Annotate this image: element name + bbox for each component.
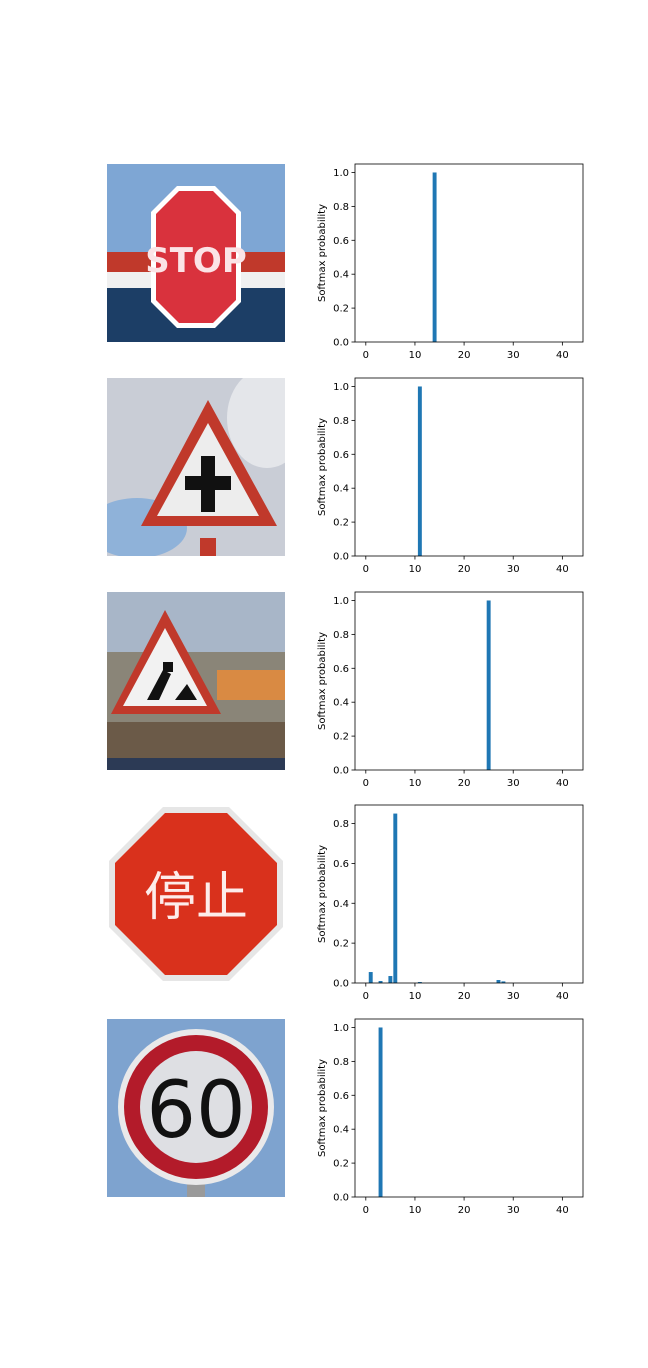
y-tick-label: 0.6 bbox=[333, 664, 349, 675]
plot-frame bbox=[354, 591, 584, 771]
y-tick-label: 0.8 bbox=[333, 1057, 349, 1068]
x-tick-label: 10 bbox=[409, 991, 422, 1002]
right-of-way-intersection-sign-image bbox=[107, 378, 285, 556]
x-tick-label: 10 bbox=[409, 350, 422, 361]
y-tick-label: 1.0 bbox=[333, 382, 349, 393]
y-tick-label: 1.0 bbox=[333, 1023, 349, 1034]
x-tick-label: 0 bbox=[363, 1205, 369, 1216]
y-tick-label: 0.2 bbox=[333, 304, 349, 315]
y-tick-label: 0.2 bbox=[333, 518, 349, 529]
y-tick-label: 0.8 bbox=[333, 416, 349, 427]
y-tick-label: 0.0 bbox=[333, 338, 349, 349]
chart-1: 0 10 20 30 40 0.0 0.2 0.4 0.6 0.8 1.0 Softmax proba… bbox=[317, 163, 584, 361]
bar bbox=[432, 172, 437, 342]
x-tick-label: 0 bbox=[363, 991, 369, 1002]
x-tick-label: 0 bbox=[363, 564, 369, 575]
y-tick-label: 0.8 bbox=[333, 202, 349, 213]
y-axis-label: Softmax probability bbox=[317, 418, 328, 516]
x-tick-label: 30 bbox=[507, 991, 520, 1002]
x-tick-label: 10 bbox=[409, 778, 422, 789]
y-tick-label: 0.4 bbox=[333, 899, 349, 910]
x-tick-label: 0 bbox=[363, 778, 369, 789]
x-tick-label: 40 bbox=[556, 991, 569, 1002]
bar bbox=[378, 981, 383, 983]
x-tick-label: 30 bbox=[507, 564, 520, 575]
y-tick-label: 0.6 bbox=[333, 859, 349, 870]
y-axis-label: Softmax probability bbox=[317, 204, 328, 302]
plot-frame bbox=[354, 804, 584, 984]
road-work-sign-image bbox=[107, 592, 285, 770]
chart-2: 0 10 20 30 40 0.0 0.2 0.4 0.6 0.8 1.0 Softmax proba… bbox=[317, 377, 584, 575]
y-tick-label: 0.6 bbox=[333, 450, 349, 461]
y-tick-label: 1.0 bbox=[333, 168, 349, 179]
y-tick-label: 0.0 bbox=[333, 1193, 349, 1204]
japanese-stop-text: 停止 bbox=[144, 868, 248, 928]
x-tick-label: 20 bbox=[458, 1205, 471, 1216]
y-tick-label: 1.0 bbox=[333, 596, 349, 607]
y-tick-label: 0.0 bbox=[333, 766, 349, 777]
bar bbox=[501, 981, 506, 983]
bar bbox=[417, 386, 422, 556]
bar bbox=[368, 972, 373, 983]
x-tick-label: 20 bbox=[458, 350, 471, 361]
x-tick-label: 10 bbox=[409, 1205, 422, 1216]
y-tick-label: 0.8 bbox=[333, 630, 349, 641]
x-tick-label: 30 bbox=[507, 778, 520, 789]
y-tick-label: 0.4 bbox=[333, 698, 349, 709]
y-tick-label: 0.4 bbox=[333, 1125, 349, 1136]
plot-frame bbox=[354, 377, 584, 557]
x-tick-label: 20 bbox=[458, 991, 471, 1002]
x-tick-label: 40 bbox=[556, 564, 569, 575]
chart-3: 0 10 20 30 40 0.0 0.2 0.4 0.6 0.8 1.0 Softmax proba… bbox=[317, 591, 584, 789]
y-tick-label: 0.2 bbox=[333, 1159, 349, 1170]
y-tick-label: 0.2 bbox=[333, 732, 349, 743]
x-tick-label: 40 bbox=[556, 778, 569, 789]
y-tick-label: 0.6 bbox=[333, 236, 349, 247]
y-axis-label: Softmax probability bbox=[317, 1059, 328, 1157]
plot-frame bbox=[354, 163, 584, 343]
y-axis-label: Softmax probability bbox=[317, 845, 328, 943]
y-axis-label: Softmax probability bbox=[317, 632, 328, 730]
x-tick-label: 30 bbox=[507, 1205, 520, 1216]
bar bbox=[378, 1027, 383, 1197]
bar bbox=[417, 982, 422, 983]
bar bbox=[393, 813, 398, 983]
y-tick-label: 0.8 bbox=[333, 819, 349, 830]
stop-sign-text: STOP bbox=[145, 241, 247, 281]
chart-4: 0 10 20 30 40 0.0 0.2 0.4 0.6 0.8 Softmax probabil… bbox=[317, 804, 584, 1002]
x-tick-label: 20 bbox=[458, 564, 471, 575]
bar bbox=[486, 600, 491, 770]
speed-limit-60-sign-image: 60 bbox=[107, 1019, 285, 1197]
bar bbox=[388, 976, 393, 983]
x-tick-label: 20 bbox=[458, 778, 471, 789]
chart-5: 0 10 20 30 40 0.0 0.2 0.4 0.6 0.8 1.0 Softmax proba… bbox=[317, 1018, 584, 1216]
x-tick-label: 40 bbox=[556, 350, 569, 361]
speed-limit-text: 60 bbox=[146, 1066, 245, 1156]
stop-sign-image: STOP bbox=[107, 164, 285, 342]
y-tick-label: 0.0 bbox=[333, 552, 349, 563]
y-tick-label: 0.4 bbox=[333, 484, 349, 495]
y-tick-label: 0.4 bbox=[333, 270, 349, 281]
x-tick-label: 30 bbox=[507, 350, 520, 361]
x-tick-label: 40 bbox=[556, 1205, 569, 1216]
japanese-stop-sign-image: 停止 bbox=[107, 805, 285, 983]
y-tick-label: 0.0 bbox=[333, 979, 349, 990]
bar bbox=[496, 980, 501, 983]
plot-frame bbox=[354, 1018, 584, 1198]
x-tick-label: 0 bbox=[363, 350, 369, 361]
y-tick-label: 0.6 bbox=[333, 1091, 349, 1102]
y-tick-label: 0.2 bbox=[333, 939, 349, 950]
x-tick-label: 10 bbox=[409, 564, 422, 575]
